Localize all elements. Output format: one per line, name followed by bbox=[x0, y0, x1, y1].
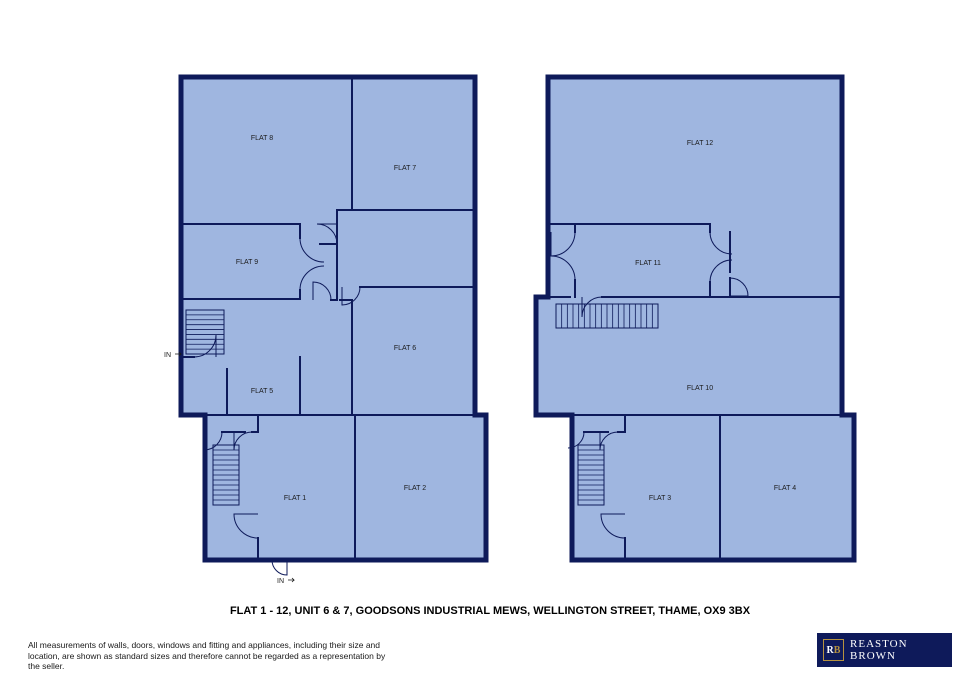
flat-1-label: FLAT 1 bbox=[284, 495, 306, 502]
in-marker: IN bbox=[277, 578, 284, 585]
flat-4-label: FLAT 4 bbox=[774, 485, 796, 492]
plan-title: FLAT 1 - 12, UNIT 6 & 7, GOODSONS INDUST… bbox=[0, 605, 980, 617]
logo-mark-r: R bbox=[827, 645, 834, 656]
flat-5-label: FLAT 5 bbox=[251, 388, 273, 395]
flat-9-label: FLAT 9 bbox=[236, 259, 258, 266]
flat-3-label: FLAT 3 bbox=[649, 495, 671, 502]
logo: RB REASTON BROWN bbox=[817, 633, 952, 667]
flat-10-label: FLAT 10 bbox=[687, 385, 713, 392]
flat-11-label: FLAT 11 bbox=[635, 260, 661, 267]
logo-text: REASTON BROWN bbox=[850, 638, 952, 662]
plan-svg: FLAT 8 FLAT 7 FLAT 9 FLAT 6 FLAT 5 FLAT 1 FLAT… bbox=[0, 0, 980, 692]
logo-mark-b: B bbox=[834, 645, 841, 656]
flat-8-label: FLAT 8 bbox=[251, 135, 273, 142]
floorplan-canvas: FLAT 8 FLAT 7 FLAT 9 FLAT 6 FLAT 5 FLAT 1 FLAT… bbox=[0, 0, 980, 692]
in-marker: IN bbox=[164, 352, 171, 359]
flat-12-label: FLAT 12 bbox=[687, 140, 713, 147]
logo-mark: RB bbox=[823, 639, 844, 661]
disclaimer-text: All measurements of walls, doors, window… bbox=[28, 640, 388, 672]
flat-2-label: FLAT 2 bbox=[404, 485, 426, 492]
flat-6-label: FLAT 6 bbox=[394, 345, 416, 352]
flat-7-label: FLAT 7 bbox=[394, 165, 416, 172]
